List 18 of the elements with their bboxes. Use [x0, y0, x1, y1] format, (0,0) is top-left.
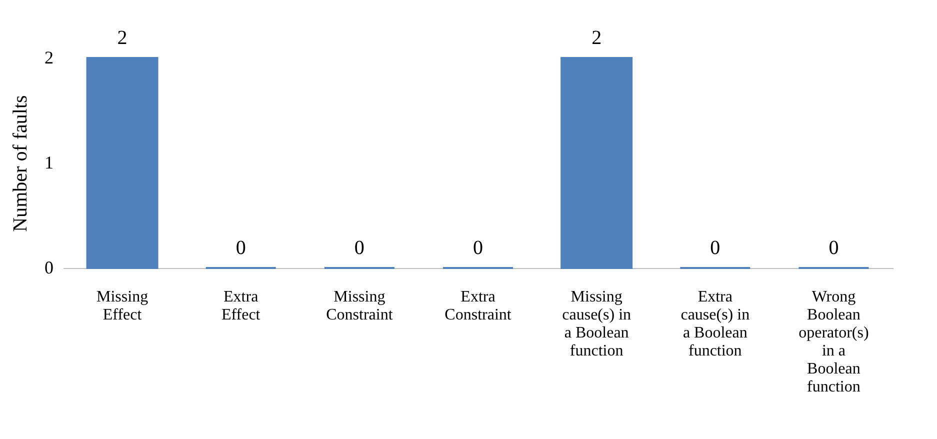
y-tick-label: 2: [44, 48, 54, 68]
data-label: 0: [473, 237, 483, 259]
x-tick-label: Missing Constraint: [326, 288, 394, 324]
data-label: 0: [828, 237, 839, 259]
x-tick-label: Wrong Boolean operator(s) in a Boolean function: [798, 288, 869, 396]
y-axis-title: Number of faults: [10, 94, 32, 232]
x-tick-label: Extra Effect: [221, 288, 261, 324]
data-label: 2: [592, 27, 602, 49]
data-label: 0: [710, 237, 720, 259]
data-label: 2: [117, 27, 128, 49]
y-tick-label: 0: [44, 258, 54, 278]
y-tick-label: 1: [44, 152, 54, 172]
x-tick-label: Extra Constraint: [444, 288, 512, 324]
x-tick-label: Extra cause(s) in a Boolean function: [680, 288, 750, 360]
data-label: 0: [354, 237, 364, 259]
data-label: 0: [236, 237, 246, 259]
x-tick-label: Missing Effect: [96, 288, 148, 324]
x-tick-label: Missing cause(s) in a Boolean function: [562, 288, 631, 360]
